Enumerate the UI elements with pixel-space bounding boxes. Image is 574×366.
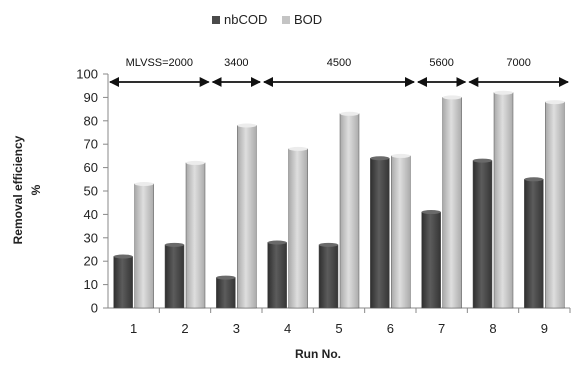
bars: [113, 90, 565, 309]
bar-cap-nbcod-run-4: [267, 240, 287, 245]
y-tick-label: 40: [84, 207, 98, 222]
mlvss-label-3: 4500: [327, 57, 351, 69]
y-tick-label: 90: [84, 90, 98, 105]
bar-nbcod-run-7: [421, 211, 441, 309]
y-tick-label: 60: [84, 160, 98, 175]
bar-nbcod-run-9: [524, 179, 544, 309]
bar-nbcod-run-1: [113, 256, 133, 309]
mlvss-label-1: MLVSS=2000: [126, 57, 193, 69]
bar-cap-nbcod-run-5: [319, 242, 338, 247]
bar-nbcod-run-3: [216, 277, 236, 309]
x-tick-label: 5: [335, 321, 342, 336]
bar-cap-nbcod-run-7: [421, 210, 441, 215]
bar-cap-nbcod-run-8: [473, 158, 492, 163]
bar-bod-run-5: [339, 113, 360, 309]
bar-bod-run-7: [442, 97, 462, 309]
y-tick-label: 80: [84, 113, 98, 128]
bar-cap-nbcod-run-2: [165, 242, 184, 247]
bar-nbcod-run-2: [164, 244, 185, 309]
y-axis-title-line1: Removal efficiency: [11, 135, 25, 244]
legend-swatch-nbcod: [212, 16, 220, 24]
bar-bod-run-4: [288, 148, 308, 309]
legend-label-bod: BOD: [294, 12, 322, 27]
x-tick-label: 7: [438, 321, 445, 336]
y-tick-label: 100: [76, 67, 98, 82]
bar-bod-run-1: [134, 183, 154, 309]
bar-cap-bod-run-8: [494, 90, 513, 95]
y-tick-label: 70: [84, 137, 98, 152]
bar-cap-nbcod-run-6: [370, 156, 390, 161]
bar-cap-bod-run-5: [340, 111, 359, 116]
bar-bod-run-2: [185, 162, 206, 309]
x-tick-label: 1: [130, 321, 137, 336]
x-axis-ticks: 1 2 3 4 5 6 7 8 9: [130, 308, 571, 336]
bar-cap-bod-run-7: [442, 95, 462, 100]
y-tick-label: 50: [84, 184, 98, 199]
bar-cap-bod-run-2: [186, 160, 205, 165]
y-tick-label: 30: [84, 230, 98, 245]
bar-nbcod-run-4: [267, 242, 287, 309]
x-tick-label: 9: [541, 321, 548, 336]
y-tick-label: 0: [91, 301, 98, 316]
y-axis-title: Removal efficiency %: [11, 135, 43, 244]
legend: nbCOD BOD: [212, 12, 322, 27]
bar-cap-bod-run-3: [237, 123, 257, 128]
y-axis-ticks: 0 10 20 30 40 50 60 70 80 90 100: [76, 67, 108, 316]
bar-nbcod-run-6: [370, 157, 390, 309]
bar-nbcod-run-5: [318, 244, 339, 309]
x-tick-label: 4: [284, 321, 291, 336]
x-tick-label: 2: [181, 321, 188, 336]
mlvss-label-2: 3400: [224, 57, 248, 69]
bar-cap-nbcod-run-1: [113, 254, 133, 259]
x-tick-label: 8: [489, 321, 496, 336]
bar-cap-nbcod-run-3: [216, 275, 236, 280]
bar-cap-bod-run-1: [134, 181, 154, 186]
x-tick-label: 3: [233, 321, 240, 336]
bar-cap-bod-run-4: [288, 146, 308, 151]
bar-bod-run-3: [237, 125, 257, 309]
bar-bod-run-6: [391, 155, 411, 309]
mlvss-label-5: 7000: [506, 57, 530, 69]
bar-cap-bod-run-6: [391, 153, 411, 158]
bar-nbcod-run-8: [472, 160, 493, 309]
bar-bod-run-9: [545, 101, 565, 309]
legend-label-nbcod: nbCOD: [224, 12, 267, 27]
bar-bod-run-8: [493, 92, 514, 309]
y-tick-label: 20: [84, 254, 98, 269]
y-axis-title-line2: %: [29, 184, 43, 195]
mlvss-label-4: 5600: [429, 57, 453, 69]
bar-cap-bod-run-9: [545, 100, 565, 105]
y-tick-label: 10: [84, 277, 98, 292]
legend-swatch-bod: [282, 16, 290, 24]
x-axis-title: Run No.: [295, 347, 341, 361]
mlvss-annotations: MLVSS=2000 3400 4500 5600 7000: [109, 57, 569, 87]
bar-cap-nbcod-run-9: [524, 177, 544, 182]
x-tick-label: 6: [387, 321, 394, 336]
